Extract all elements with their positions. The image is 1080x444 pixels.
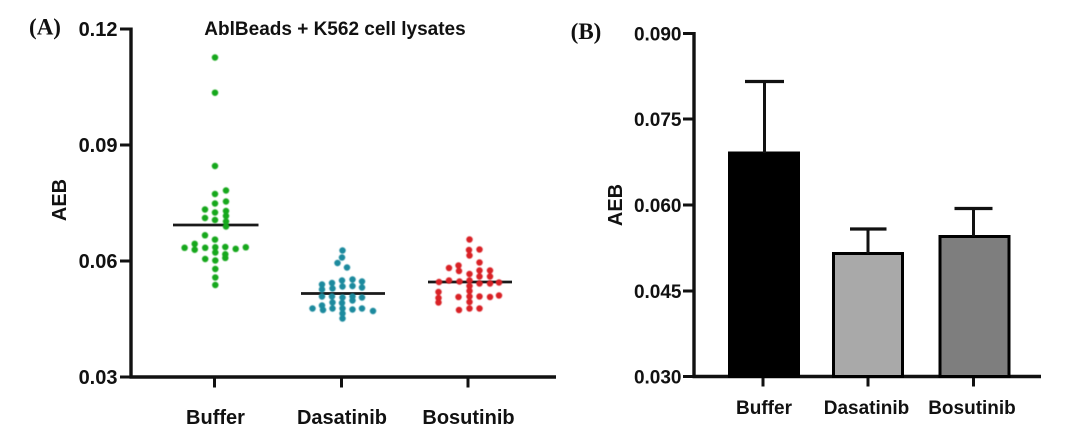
svg-text:0.030: 0.030 (634, 368, 682, 389)
svg-text:Dasatinib: Dasatinib (297, 407, 387, 429)
svg-text:Bosutinib: Bosutinib (422, 407, 514, 429)
svg-text:0.06: 0.06 (79, 251, 118, 273)
svg-text:Bosutinib: Bosutinib (928, 398, 1016, 419)
svg-text:0.090: 0.090 (634, 25, 682, 46)
svg-text:Buffer: Buffer (736, 398, 793, 419)
svg-text:(A): (A) (29, 15, 61, 40)
svg-text:AblBeads + K562 cell lysates: AblBeads + K562 cell lysates (204, 19, 465, 40)
svg-text:0.045: 0.045 (634, 282, 682, 303)
svg-text:0.075: 0.075 (634, 110, 682, 131)
svg-text:Buffer: Buffer (186, 407, 245, 429)
svg-text:0.12: 0.12 (79, 19, 118, 41)
svg-text:AEB: AEB (49, 179, 71, 221)
svg-text:(B): (B) (571, 19, 602, 44)
svg-text:0.03: 0.03 (79, 367, 118, 389)
svg-text:0.09: 0.09 (79, 135, 118, 157)
svg-text:AEB: AEB (605, 184, 627, 226)
svg-text:0.060: 0.060 (634, 196, 682, 217)
svg-text:Dasatinib: Dasatinib (824, 398, 910, 419)
